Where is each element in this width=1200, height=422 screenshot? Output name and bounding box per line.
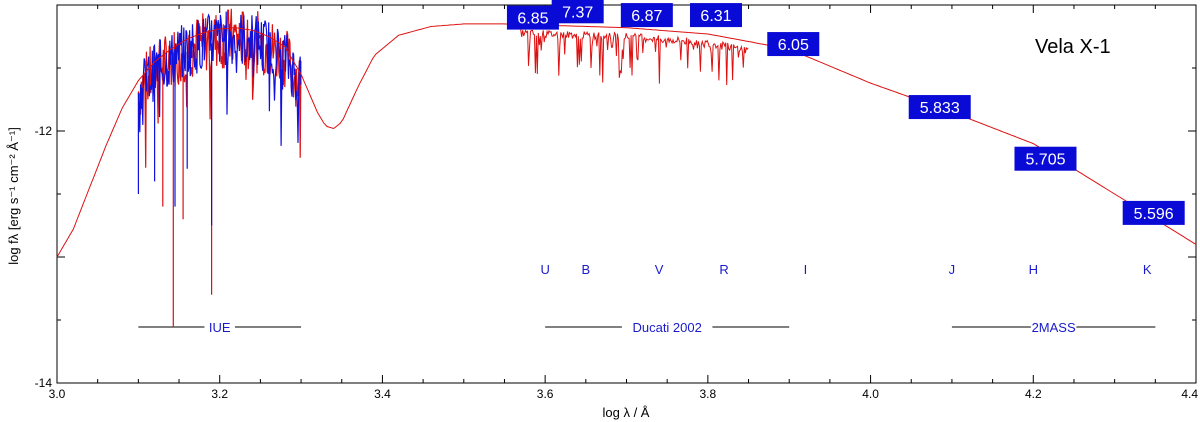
y-axis-label: log fλ [erg s⁻¹ cm⁻² Å⁻¹] bbox=[6, 127, 21, 265]
filter-label: I bbox=[804, 262, 808, 277]
chart-title: Vela X-1 bbox=[1035, 36, 1111, 58]
photometry-value: 5.596 bbox=[1134, 206, 1174, 223]
filter-label: V bbox=[655, 262, 664, 277]
x-tick-label: 3.6 bbox=[537, 387, 554, 401]
x-axis-label: log λ / Å bbox=[603, 405, 650, 420]
x-tick-label: 3.2 bbox=[211, 387, 228, 401]
photometry-point: 7.37 bbox=[551, 0, 604, 24]
filter-label: H bbox=[1029, 262, 1038, 277]
x-tick-label: 4.4 bbox=[1181, 387, 1198, 401]
x-tick-label: 3.4 bbox=[374, 387, 391, 401]
photometry-value: 5.705 bbox=[1025, 152, 1065, 169]
band-label: Ducati 2002 bbox=[632, 320, 701, 335]
photometry-box bbox=[767, 32, 820, 57]
band-label: 2MASS bbox=[1032, 320, 1076, 335]
photometry-value: 6.85 bbox=[517, 11, 548, 28]
x-tick-label: 3.8 bbox=[700, 387, 717, 401]
filter-label: J bbox=[949, 262, 956, 277]
photometry-box bbox=[506, 5, 559, 30]
photometry-box bbox=[551, 0, 604, 24]
observed-spectra bbox=[137, 8, 749, 327]
photometry-value: 6.31 bbox=[700, 8, 731, 25]
photometry-value: 5.833 bbox=[920, 100, 960, 117]
photometry-point: 5.833 bbox=[908, 95, 971, 120]
band-brackets: IUE Ducati 2002 2MASS bbox=[138, 320, 1156, 335]
iue-spectrum-observed bbox=[137, 11, 302, 226]
y-tick-labels: -12 -14 bbox=[35, 124, 53, 390]
filter-label: B bbox=[581, 262, 590, 277]
photometry-point: 5.596 bbox=[1122, 200, 1185, 225]
photometry-point: 6.05 bbox=[767, 32, 820, 57]
photometry-box bbox=[908, 95, 971, 120]
y-tick-label: -14 bbox=[35, 376, 53, 390]
photometry-point: 5.705 bbox=[1014, 146, 1077, 171]
filter-label: R bbox=[719, 262, 728, 277]
ducati-spectrum bbox=[520, 29, 749, 86]
photometry-box bbox=[689, 3, 742, 28]
photometry-boxes: 6.85 7.37 6.87 6.31 6.05 5.833 5.705 5.596 bbox=[506, 0, 1185, 225]
filter-label: U bbox=[540, 262, 549, 277]
x-tick-labels: 3.0 3.2 3.4 3.6 3.8 4.0 4.2 4.4 bbox=[49, 387, 1199, 401]
photometry-box bbox=[1014, 146, 1077, 171]
photometry-value: 6.05 bbox=[778, 37, 809, 54]
model-sed-line bbox=[56, 23, 1197, 258]
filter-label: K bbox=[1143, 262, 1152, 277]
photometry-value: 7.37 bbox=[562, 4, 593, 21]
photometry-box bbox=[620, 3, 673, 28]
x-tick-label: 3.0 bbox=[49, 387, 66, 401]
photometry-box bbox=[1122, 200, 1185, 225]
photometry-point: 6.85 bbox=[506, 5, 559, 30]
x-tick-label: 4.2 bbox=[1025, 387, 1042, 401]
photometry-value: 6.87 bbox=[631, 8, 662, 25]
band-label: IUE bbox=[209, 320, 231, 335]
x-tick-label: 4.0 bbox=[862, 387, 879, 401]
photometry-point: 6.87 bbox=[620, 3, 673, 28]
photometry-point: 6.31 bbox=[689, 3, 742, 28]
y-tick-label: -12 bbox=[35, 124, 53, 138]
